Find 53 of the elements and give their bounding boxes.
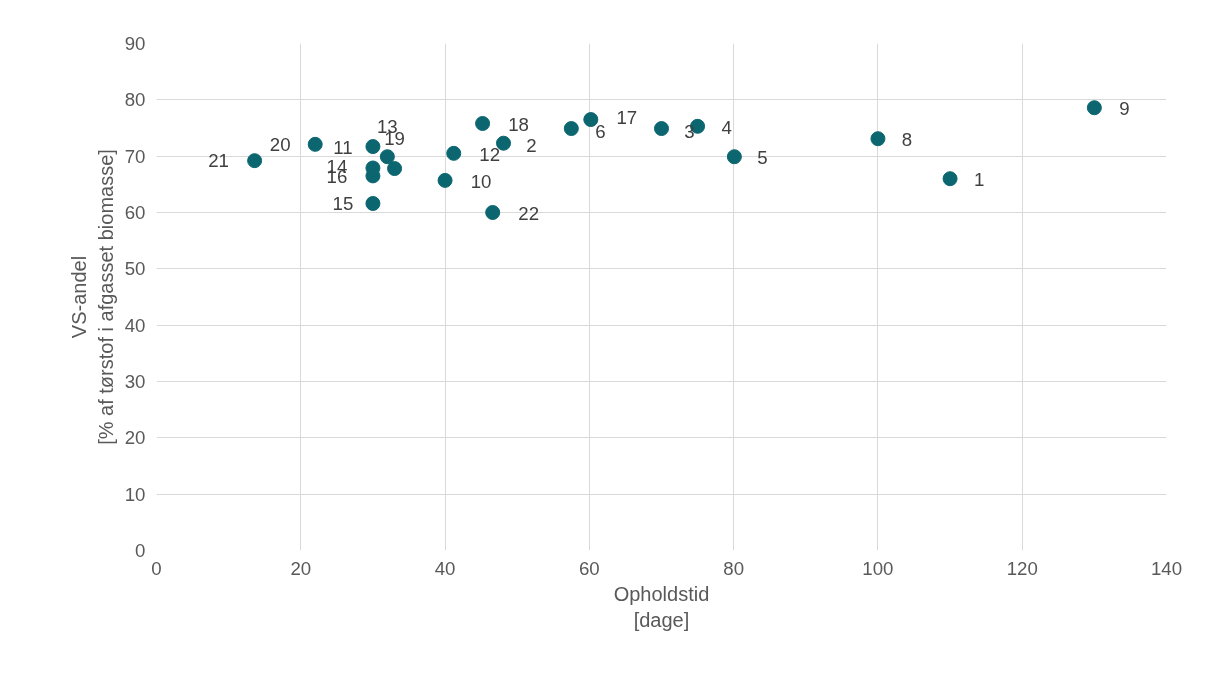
point	[365, 139, 381, 155]
x-tick-label: 140	[1150, 557, 1183, 579]
annotation: 15	[332, 192, 354, 214]
x-tick-label: 0	[151, 557, 162, 579]
point	[485, 205, 501, 220]
point	[387, 161, 403, 177]
annotation: 21	[208, 150, 229, 172]
point	[365, 196, 381, 211]
annotation: 10	[470, 170, 492, 192]
x-tick-label: 60	[578, 557, 600, 579]
annotation: 12	[479, 143, 501, 165]
y-tick-label: 10	[124, 483, 146, 505]
x-tick-label: 120	[1006, 557, 1038, 579]
annotation: 22	[518, 203, 540, 224]
point	[1086, 100, 1102, 116]
annotation: 3	[684, 121, 695, 143]
point	[379, 149, 395, 165]
point	[726, 149, 742, 165]
point	[446, 145, 462, 161]
annotation: 20	[269, 133, 291, 155]
x-tick-label: 20	[290, 557, 312, 579]
annotation: 1	[973, 169, 985, 191]
x-axis-title: Opholdstid [dage]	[613, 582, 710, 631]
point	[942, 171, 958, 187]
annotation: 6	[595, 121, 606, 143]
y-axis-title: VS-andel [% af tørstof i afgasset biomasse]	[68, 149, 117, 445]
y-tick-label: 70	[124, 145, 146, 167]
annotation: 11	[333, 137, 353, 159]
y-tick-label: 50	[124, 258, 146, 280]
point	[247, 153, 263, 169]
point	[475, 116, 491, 131]
annotation: 18	[508, 113, 529, 135]
y-tick-label: 0	[135, 540, 146, 561]
annotation: 5	[757, 147, 768, 169]
annotation: 17	[616, 107, 638, 129]
x-tick-label: 80	[723, 557, 745, 579]
annotation: 9	[1119, 98, 1130, 120]
annotation: 4	[721, 116, 732, 138]
point	[437, 172, 453, 188]
annotation: 8	[901, 129, 913, 151]
y-tick-label: 60	[124, 202, 146, 223]
y-tick-label: 30	[124, 371, 146, 392]
x-tick-label: 40	[434, 557, 456, 579]
point	[307, 136, 323, 152]
y-tick-label: 80	[124, 89, 146, 111]
y-tick-label: 40	[124, 314, 146, 336]
point	[563, 121, 579, 137]
x-tick-label: 100	[862, 557, 894, 579]
point	[654, 121, 669, 137]
annotation: 2	[526, 134, 537, 156]
point	[870, 131, 886, 147]
y-tick-label: 90	[124, 33, 146, 54]
y-tick-label: 20	[124, 427, 146, 449]
